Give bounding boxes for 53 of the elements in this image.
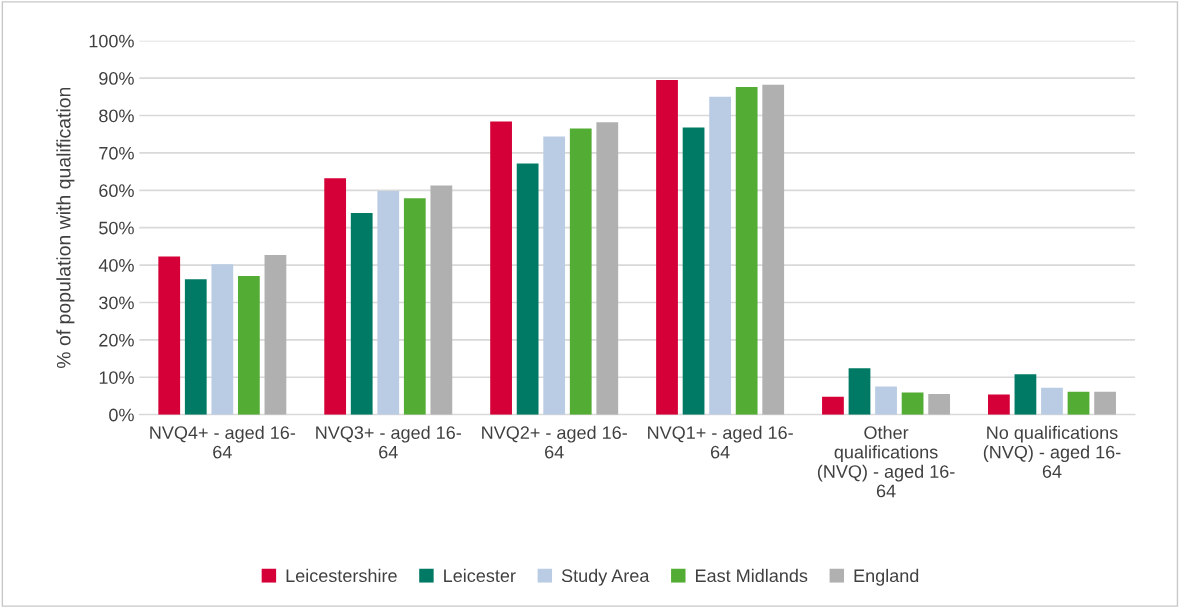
bar — [822, 396, 844, 415]
bar — [1041, 387, 1063, 415]
bar — [490, 121, 512, 415]
y-tick-label: 60% — [99, 184, 134, 198]
legend-label: Leicestershire — [286, 568, 397, 583]
y-tick-label: 40% — [98, 259, 134, 272]
y-tick-label: 30% — [99, 296, 134, 310]
x-tick-label: NVQ4+ - aged 16- 64 — [150, 425, 296, 459]
bar — [735, 87, 758, 415]
x-tick-label: No qualifications (NVQ) - aged 16- 64 — [983, 425, 1121, 478]
bar — [656, 80, 678, 415]
bar — [762, 84, 785, 415]
bar — [682, 127, 705, 415]
legend-label: Study Area — [561, 568, 650, 586]
bar — [324, 178, 347, 415]
bar — [596, 122, 619, 415]
y-tick-label: 90% — [99, 72, 134, 85]
x-tick-label: NVQ3+ - aged 16- 64 — [316, 425, 461, 459]
bar — [987, 394, 1010, 415]
x-tick-label: NVQ2+ - aged 16- 64 — [482, 425, 627, 459]
bar — [709, 96, 731, 415]
y-tick-label: 50% — [99, 221, 134, 235]
bar — [901, 392, 924, 415]
y-tick-label: 20% — [99, 333, 134, 347]
bar — [1094, 391, 1116, 415]
legend-label: Leicester — [444, 568, 516, 583]
bar — [184, 279, 207, 415]
bar — [543, 136, 566, 415]
x-tick-label: NVQ1+ - aged 16- 64 — [648, 425, 793, 459]
y-tick-label: 80% — [99, 109, 134, 123]
x-tick-label: Other qualifications (NVQ) - aged 16- 64 — [817, 425, 955, 498]
y-tick-label: 10% — [99, 371, 134, 384]
bar — [430, 185, 453, 415]
y-tick-label: 100% — [89, 34, 134, 48]
bar — [237, 275, 260, 415]
legend-label: East Midlands — [696, 568, 808, 583]
bar — [848, 368, 871, 415]
bar — [377, 191, 400, 415]
y-axis-title: % of population with qualification — [56, 87, 75, 369]
bar — [403, 198, 426, 415]
y-tick-label: 0% — [109, 408, 134, 422]
bar — [1067, 391, 1090, 415]
bar — [264, 254, 287, 415]
bar — [1014, 374, 1037, 415]
bar — [875, 386, 897, 415]
bar — [569, 128, 592, 415]
bar — [928, 394, 951, 415]
bar — [158, 256, 181, 415]
bar — [211, 264, 234, 415]
bar — [516, 163, 539, 415]
bar — [350, 213, 373, 415]
legend-label: England — [854, 568, 919, 586]
y-tick-label: 70% — [99, 146, 134, 160]
